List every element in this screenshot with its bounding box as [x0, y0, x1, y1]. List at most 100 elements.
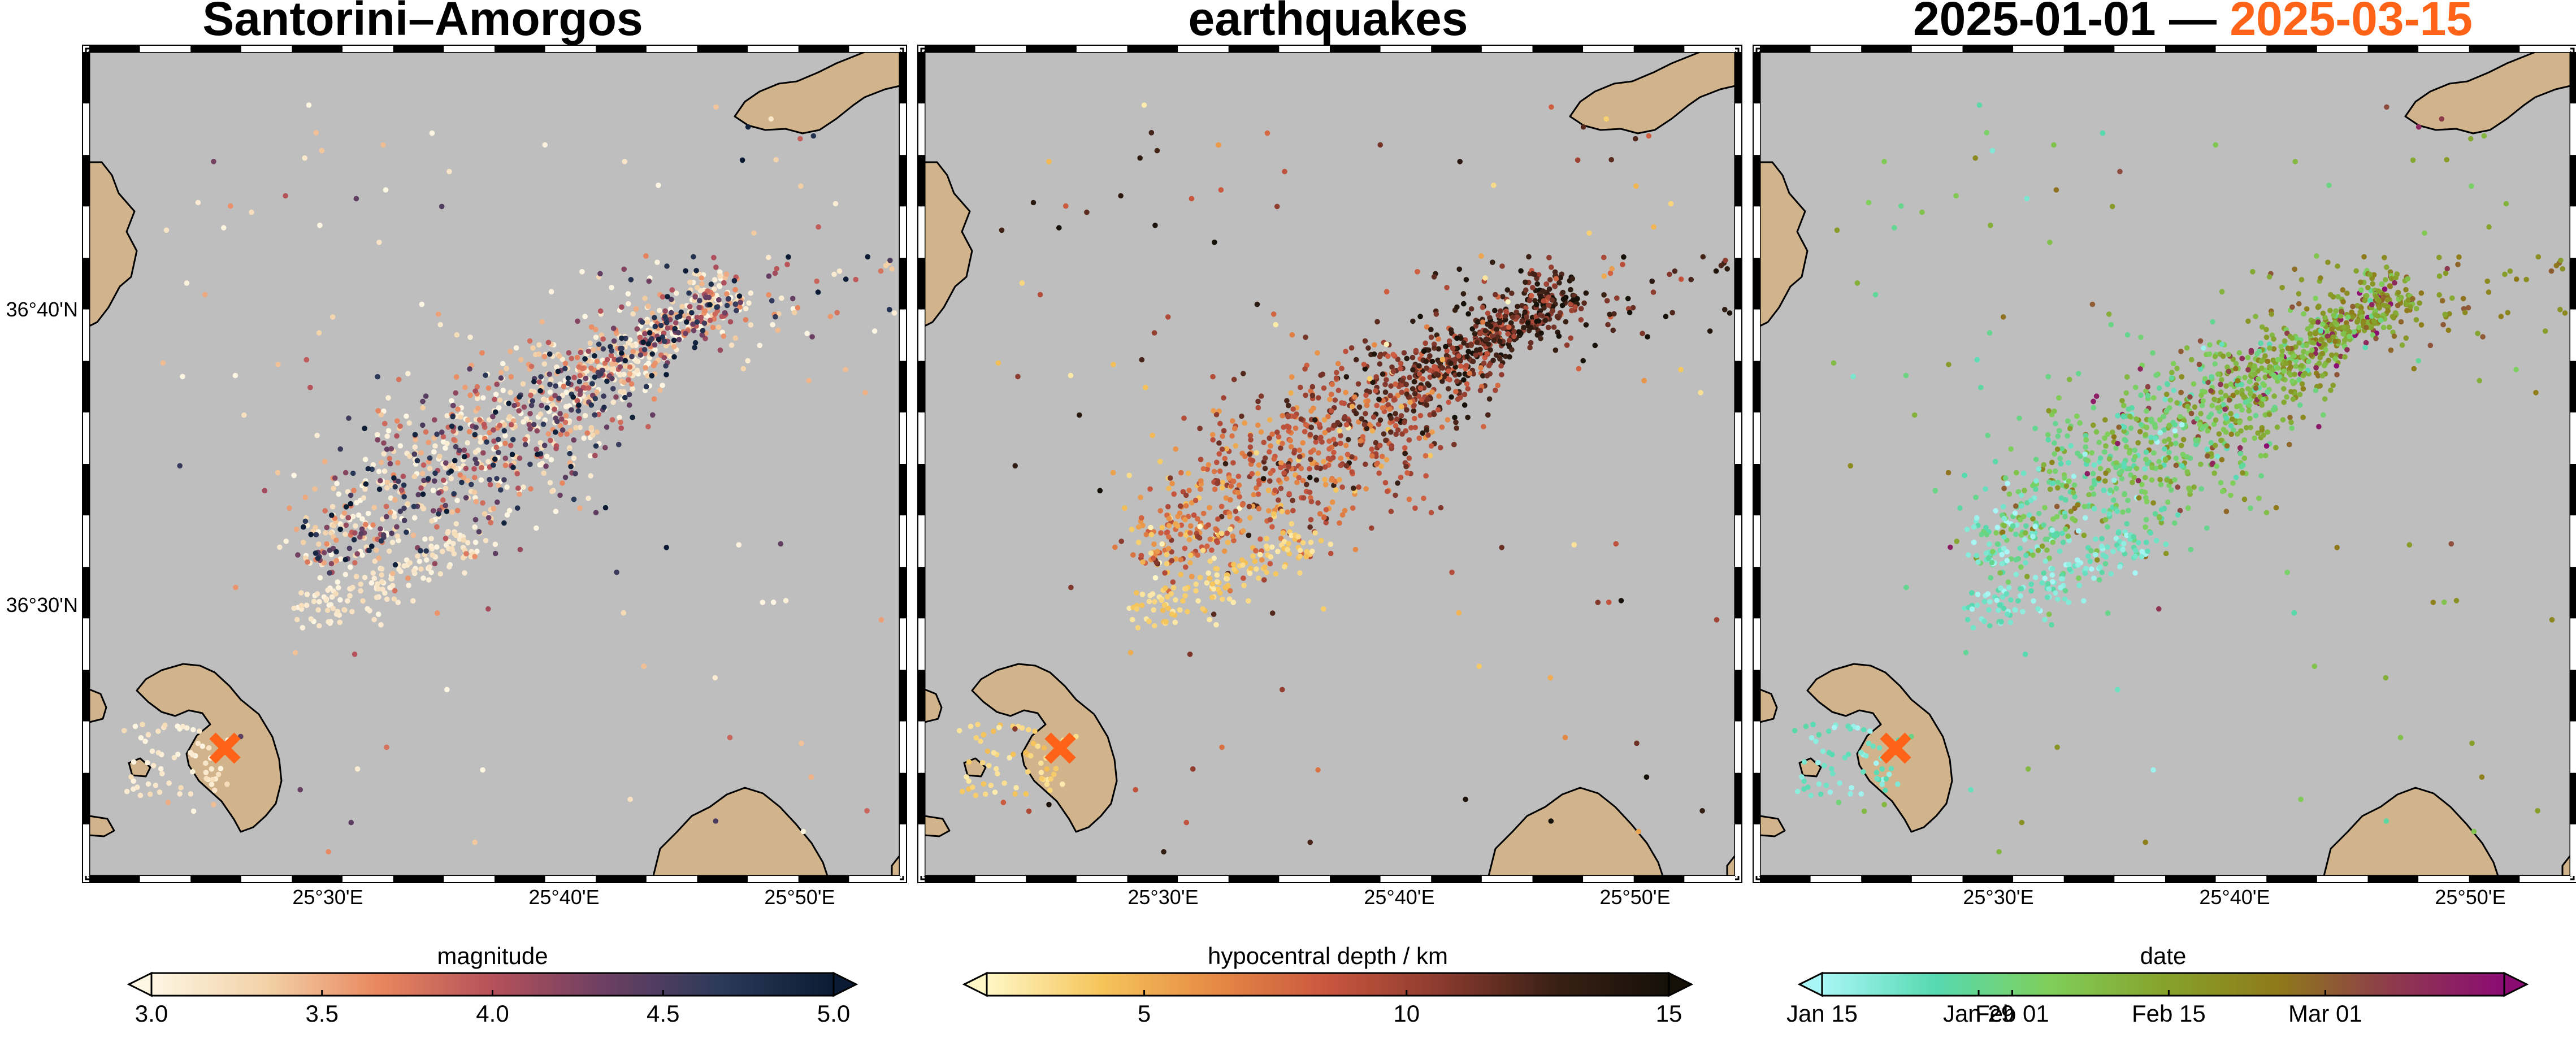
earthquake-point — [352, 652, 358, 657]
earthquake-point — [568, 463, 574, 470]
earthquake-point — [696, 305, 702, 310]
earthquake-point — [2013, 531, 2019, 537]
earthquake-point — [361, 495, 367, 501]
earthquake-point — [1235, 474, 1242, 479]
earthquake-point — [337, 597, 343, 603]
earthquake-point — [610, 325, 617, 331]
earthquake-point — [2013, 571, 2019, 578]
earthquake-point — [2241, 437, 2248, 443]
earthquake-point — [978, 739, 983, 744]
earthquake-point — [2085, 458, 2091, 463]
earthquake-point — [1197, 426, 1203, 431]
earthquake-point — [996, 724, 1002, 731]
earthquake-point — [420, 575, 426, 581]
earthquake-point — [2250, 269, 2256, 275]
earthquake-point — [1490, 333, 1495, 339]
earthquake-point — [491, 506, 497, 511]
earthquake-point — [2173, 462, 2179, 468]
earthquake-point — [887, 258, 893, 263]
earthquake-point — [1500, 294, 1506, 299]
earthquake-point — [1268, 554, 1274, 560]
earthquake-point — [541, 442, 548, 449]
earthquake-point — [444, 687, 450, 693]
earthquake-point — [378, 622, 384, 628]
earthquake-point — [353, 523, 358, 529]
earthquake-point — [1395, 480, 1400, 486]
earthquake-point — [423, 393, 429, 399]
earthquake-point — [328, 552, 335, 558]
earthquake-point — [1330, 499, 1335, 505]
earthquake-point — [1443, 353, 1450, 359]
earthquake-point — [1355, 381, 1361, 387]
earthquake-point — [2145, 393, 2151, 398]
earthquake-point — [1303, 335, 1308, 340]
earthquake-point — [517, 491, 522, 497]
earthquake-point — [2081, 532, 2087, 539]
earthquake-point — [1646, 133, 1652, 139]
earthquake-point — [452, 458, 458, 463]
earthquake-point — [472, 432, 478, 437]
earthquake-point — [1848, 791, 1853, 797]
earthquake-point — [1534, 281, 1540, 287]
earthquake-point — [588, 473, 593, 479]
earthquake-point — [541, 470, 547, 476]
earthquake-point — [2126, 406, 2131, 412]
earthquake-point — [1339, 484, 1345, 490]
earthquake-point — [1987, 541, 1992, 547]
earthquake-point — [1270, 311, 1277, 317]
earthquake-point — [306, 102, 312, 108]
earthquake-point — [2131, 534, 2136, 540]
earthquake-point — [2334, 372, 2340, 377]
earthquake-point — [444, 413, 450, 419]
earthquake-point — [508, 422, 514, 428]
earthquake-point — [712, 675, 718, 681]
earthquake-point — [557, 423, 563, 429]
earthquake-point — [652, 315, 657, 320]
earthquake-point — [420, 405, 426, 411]
earthquake-point — [420, 398, 426, 405]
earthquake-point — [1118, 539, 1124, 544]
earthquake-point — [810, 133, 817, 139]
earthquake-point — [1529, 319, 1536, 325]
earthquake-point — [2279, 353, 2285, 359]
earthquake-point — [1168, 591, 1174, 597]
earthquake-point — [1217, 468, 1223, 474]
earthquake-point — [2230, 416, 2235, 422]
earthquake-point — [567, 428, 573, 434]
earthquake-point — [381, 451, 387, 457]
earthquake-point — [396, 537, 401, 544]
earthquake-point — [1339, 512, 1346, 518]
earthquake-point — [423, 548, 429, 554]
earthquake-point — [1385, 488, 1390, 494]
earthquake-point — [576, 402, 582, 408]
earthquake-point — [2316, 424, 2322, 429]
earthquake-point — [2020, 470, 2027, 476]
earthquake-point — [2205, 379, 2211, 385]
earthquake-point — [1420, 430, 1425, 436]
earthquake-point — [326, 619, 331, 625]
earthquake-point — [396, 566, 402, 572]
earthquake-point — [479, 464, 484, 471]
earthquake-point — [1834, 227, 1840, 233]
earthquake-point — [379, 579, 385, 585]
earthquake-point — [487, 476, 492, 483]
earthquake-point — [2289, 304, 2295, 310]
earthquake-point — [2362, 345, 2368, 350]
earthquake-point — [547, 389, 553, 395]
earthquake-point — [1214, 579, 1220, 585]
earthquake-point — [2328, 292, 2334, 298]
earthquake-point — [556, 396, 562, 401]
earthquake-point — [2153, 436, 2158, 441]
earthquake-point — [1154, 147, 1160, 154]
earthquake-point — [2102, 561, 2109, 567]
earthquake-point — [2157, 417, 2163, 423]
earthquake-point — [2114, 460, 2119, 466]
earthquake-point — [1308, 449, 1314, 455]
earthquake-point — [311, 598, 317, 605]
earthquake-point — [2065, 433, 2070, 439]
earthquake-point — [2197, 338, 2204, 344]
earthquake-point — [297, 787, 303, 793]
earthquake-point — [2293, 335, 2299, 341]
earthquake-point — [1246, 532, 1252, 539]
earthquake-point — [1630, 305, 1636, 311]
